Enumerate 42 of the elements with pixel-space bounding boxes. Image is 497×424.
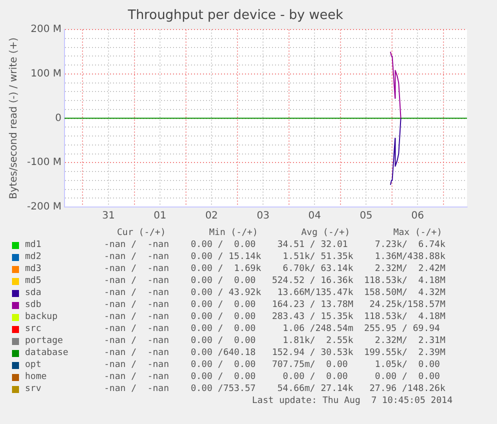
y-tick-label: -100 M [26,157,62,168]
x-tick-label: 04 [308,210,321,222]
text: -nan / -nan 0.00 / 15.14k 1.51k/ 51.35k 1.36M/438.88k [104,251,446,263]
legend-label: sda [25,287,42,299]
legend-label: sdb [25,299,42,311]
text: -nan / -nan 0.00 / 0.00 283.43 / 15.35k 118.53k/ 4.18M [104,311,446,323]
text: -nan / -nan 0.00 / 43.92k 13.66M/135.47k 158.50M/ 4.32M [104,287,446,299]
x-tick-label: 03 [256,210,270,222]
legend-label: database [25,347,68,359]
x-tick-label: 05 [360,210,372,222]
y-tick-label: -200 M [26,202,62,213]
legend-label: portage [25,335,63,347]
legend-label: backup [25,311,58,323]
y-tick-label: 0 [55,112,62,124]
legend-label: home [25,371,47,383]
x-tick-label: 31 [102,210,115,222]
text: -nan / -nan 0.00 /753.57 54.66m/ 27.14k 27.96 /148.26k [104,383,446,395]
text: -nan / -nan 0.00 / 0.00 524.52 / 16.36k 118.53k/ 4.18M [104,275,446,287]
x-tick-label: 06 [411,210,424,222]
legend-label: md1 [25,239,42,251]
text: -nan / -nan 0.00 / 0.00 1.06 /248.54m 255.95 / 69.94 [104,323,440,335]
text: -nan / -nan 0.00 / 1.69k 6.70k/ 63.14k 2.32M/ 2.42M [104,263,446,275]
legend-label: md3 [25,263,42,275]
legend-label: srv [25,383,42,395]
text: Cur (-/+) Min (-/+) Avg (-/+) Max (-/+) [116,227,444,239]
text: Last update: Thu Aug 7 10:45:05 2014 [251,395,454,407]
y-tick-label: 200 M [30,24,62,36]
text: -nan / -nan 0.00 / 0.00 1.81k/ 2.55k 2.32M/ 2.31M [104,335,446,347]
text: -nan / -nan 0.00 / 0.00 34.51 / 32.01 7.23k/ 6.74k [104,239,446,251]
chart-title: Throughput per device - by week [126,8,344,24]
legend-label: src [25,323,42,335]
text: -nan / -nan 0.00 / 0.00 707.75m/ 0.00 1.05k/ 0.00 [104,359,440,371]
text: -nan / -nan 0.00 / 0.00 164.23 / 13.78M 24.25k/158.57M [104,299,446,311]
text: -nan / -nan 0.00 / 0.00 0.00 / 0.00 0.00 / 0.00 [104,371,440,383]
y-tick-label: 100 M [30,68,62,80]
text: -nan / -nan 0.00 /640.18 152.94 / 30.53k 199.55k/ 2.39M [104,347,446,359]
legend-label: opt [25,359,42,371]
x-tick-label: 01 [154,210,166,222]
x-tick-label: 02 [205,210,218,222]
y-axis-title: Bytes/second read (-) / write (+) [8,37,20,200]
legend-label: md2 [25,251,42,263]
legend-label: md5 [25,275,42,287]
